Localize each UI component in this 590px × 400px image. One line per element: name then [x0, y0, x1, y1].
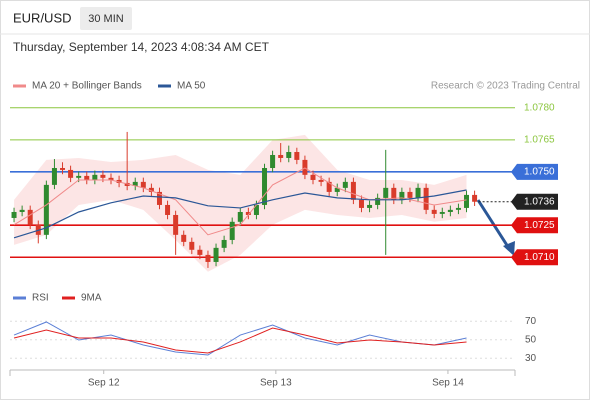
candle-body [76, 175, 82, 178]
legend-label: MA 50 [177, 81, 206, 92]
candle-body [43, 184, 49, 235]
candle-body [205, 254, 211, 262]
y-tick-label: 70 [525, 316, 537, 327]
y-tick-label: 30 [525, 353, 537, 364]
candle-body [286, 152, 292, 158]
legend-label: RSI [32, 293, 49, 304]
candle-body [464, 194, 470, 208]
x-tick-label: Sep 13 [260, 378, 292, 389]
candle-body [431, 209, 437, 214]
candle-body [318, 179, 324, 182]
candle-body [60, 168, 66, 170]
candle-body [334, 187, 340, 192]
candle-body [197, 249, 203, 255]
candle-body [358, 199, 364, 208]
subtitle: Thursday, September 14, 2023 4:08:34 AM … [13, 40, 270, 54]
level-label: 1.0710 [524, 252, 555, 263]
y-tick-label: 50 [525, 334, 537, 345]
candle-body [221, 239, 227, 248]
candle-body [156, 191, 162, 205]
source: Research © 2023 Trading Central [431, 81, 580, 92]
candle-body [391, 187, 397, 200]
candle-body [181, 234, 187, 242]
candle-body [278, 154, 284, 158]
candle-body [439, 211, 445, 214]
level-label: 1.0750 [524, 166, 555, 177]
candle-body [68, 169, 74, 178]
candle-body [399, 191, 405, 200]
candle-body [229, 221, 235, 240]
candle-body [294, 152, 300, 160]
legend-label: MA 20 + Bollinger Bands [32, 81, 142, 92]
candle-body [262, 168, 268, 205]
level-box [511, 193, 558, 210]
candle-body [92, 174, 98, 180]
arrow-head [503, 241, 515, 256]
candle-body [100, 174, 106, 178]
x-tick-label: Sep 14 [432, 378, 464, 389]
x-tick-label: Sep 12 [88, 378, 120, 389]
candle-body [19, 209, 25, 212]
candle-body [407, 191, 413, 198]
candle-body [132, 181, 138, 186]
candle-body [423, 187, 429, 210]
chart-title: EUR/USD [13, 10, 72, 25]
candle-body [189, 241, 195, 250]
candle-body [51, 168, 57, 185]
candle-body [326, 181, 332, 192]
ma-line [13, 189, 467, 239]
indicator-line [13, 327, 467, 354]
candle-body [455, 207, 461, 210]
candle-body [237, 211, 243, 222]
candle-body [173, 214, 179, 235]
candle-body [108, 177, 114, 180]
timeframe: 30 MIN [88, 13, 124, 25]
timeframe-box [80, 7, 132, 30]
candle-body [415, 187, 421, 198]
candle-body [148, 187, 154, 192]
level-box [511, 163, 558, 180]
candle-body [447, 209, 453, 212]
candle-body [213, 247, 219, 262]
candle-body [342, 181, 348, 188]
candle-body [140, 181, 146, 188]
candle-body [383, 187, 389, 198]
level-label: 1.0736 [524, 196, 555, 207]
candle-body [310, 174, 316, 180]
candle-body [472, 194, 478, 202]
candle-body [375, 197, 381, 205]
level-box [511, 249, 558, 266]
candle-body [367, 204, 373, 208]
level-label: 1.0780 [524, 102, 555, 113]
ma-line [13, 167, 467, 236]
candle-body [245, 211, 251, 215]
candle-body [253, 204, 259, 215]
candle-body [84, 175, 90, 180]
legend-label: 9MA [81, 293, 102, 304]
level-label: 1.0765 [524, 134, 555, 145]
candle-body [11, 211, 17, 218]
candle-body [124, 182, 130, 186]
candle-body [350, 181, 356, 200]
level-box [511, 217, 558, 234]
candle-body [302, 159, 308, 175]
level-label: 1.0725 [524, 220, 555, 231]
candle-body [165, 204, 171, 215]
candle-body [270, 154, 276, 169]
candle-body [27, 209, 33, 225]
